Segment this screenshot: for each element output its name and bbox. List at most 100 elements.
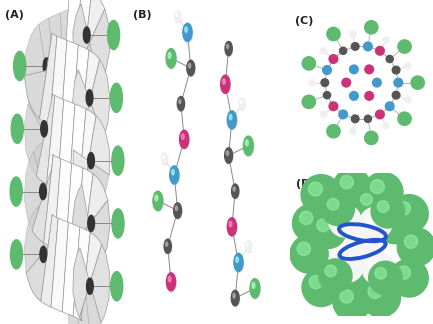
Circle shape (411, 76, 424, 89)
Circle shape (342, 78, 351, 87)
Circle shape (246, 241, 252, 253)
Circle shape (397, 228, 433, 266)
Circle shape (112, 209, 124, 238)
Circle shape (327, 125, 340, 138)
Circle shape (333, 283, 371, 321)
Polygon shape (49, 36, 67, 130)
Circle shape (250, 279, 260, 298)
Polygon shape (62, 222, 80, 316)
Circle shape (360, 207, 392, 239)
Circle shape (383, 122, 390, 129)
Circle shape (320, 47, 327, 54)
Polygon shape (72, 60, 110, 138)
Polygon shape (80, 50, 100, 140)
Circle shape (329, 102, 338, 110)
Circle shape (309, 275, 323, 289)
Circle shape (319, 259, 352, 292)
Polygon shape (47, 96, 64, 189)
Polygon shape (39, 18, 56, 110)
Circle shape (302, 269, 340, 307)
Polygon shape (73, 124, 109, 210)
Circle shape (308, 182, 323, 196)
Circle shape (165, 242, 168, 246)
Circle shape (226, 42, 233, 57)
Circle shape (232, 292, 240, 307)
Circle shape (375, 46, 384, 55)
Circle shape (10, 240, 23, 269)
Circle shape (329, 55, 338, 63)
Circle shape (385, 102, 394, 110)
Circle shape (351, 115, 359, 122)
Circle shape (246, 140, 249, 146)
Circle shape (228, 219, 237, 237)
Polygon shape (52, 72, 69, 166)
Circle shape (171, 167, 180, 185)
Polygon shape (79, 184, 97, 275)
Circle shape (377, 201, 389, 213)
Polygon shape (73, 116, 109, 200)
Circle shape (349, 92, 358, 100)
Circle shape (239, 98, 245, 110)
Circle shape (162, 154, 168, 166)
Polygon shape (67, 127, 84, 221)
Polygon shape (41, 215, 58, 307)
Text: (A): (A) (5, 10, 24, 20)
Polygon shape (61, 40, 78, 134)
Circle shape (227, 111, 236, 129)
Circle shape (226, 44, 229, 49)
Circle shape (170, 166, 179, 184)
Circle shape (292, 204, 331, 242)
Polygon shape (58, 99, 75, 193)
Polygon shape (73, 4, 110, 84)
Circle shape (176, 13, 178, 16)
Circle shape (43, 58, 50, 74)
Circle shape (41, 121, 48, 137)
Circle shape (236, 257, 239, 262)
Polygon shape (39, 33, 57, 125)
Polygon shape (32, 154, 55, 243)
Polygon shape (74, 64, 91, 157)
Polygon shape (78, 64, 103, 152)
Circle shape (177, 97, 184, 111)
Circle shape (227, 218, 236, 236)
Polygon shape (73, 244, 110, 323)
Circle shape (110, 83, 123, 112)
Circle shape (383, 36, 390, 43)
Circle shape (234, 253, 243, 272)
Polygon shape (80, 245, 101, 324)
Circle shape (337, 256, 349, 267)
Circle shape (349, 30, 356, 38)
Polygon shape (44, 155, 61, 248)
Circle shape (14, 52, 26, 81)
Circle shape (390, 259, 428, 297)
Circle shape (86, 90, 93, 106)
Circle shape (221, 75, 230, 93)
Circle shape (229, 114, 232, 120)
Circle shape (327, 27, 340, 40)
Circle shape (300, 211, 313, 225)
Circle shape (223, 79, 225, 84)
Circle shape (392, 91, 400, 99)
Circle shape (320, 111, 327, 118)
Circle shape (87, 278, 93, 294)
Circle shape (180, 132, 190, 150)
Circle shape (162, 153, 168, 165)
Circle shape (308, 79, 316, 86)
Circle shape (232, 185, 239, 199)
Circle shape (174, 203, 181, 218)
Polygon shape (58, 191, 76, 284)
Circle shape (386, 55, 393, 63)
Circle shape (87, 153, 94, 169)
Circle shape (88, 215, 94, 232)
Circle shape (310, 212, 346, 249)
Circle shape (339, 110, 348, 119)
Circle shape (323, 92, 331, 99)
Circle shape (302, 57, 315, 70)
Circle shape (368, 284, 382, 298)
Circle shape (187, 62, 195, 77)
Circle shape (342, 270, 353, 282)
Polygon shape (73, 246, 90, 324)
Circle shape (394, 78, 403, 87)
Circle shape (225, 148, 233, 163)
Polygon shape (24, 24, 61, 110)
